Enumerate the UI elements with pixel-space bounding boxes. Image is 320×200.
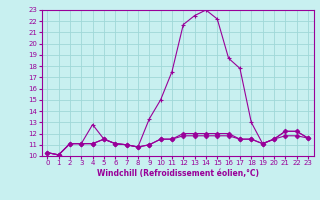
X-axis label: Windchill (Refroidissement éolien,°C): Windchill (Refroidissement éolien,°C) (97, 169, 259, 178)
